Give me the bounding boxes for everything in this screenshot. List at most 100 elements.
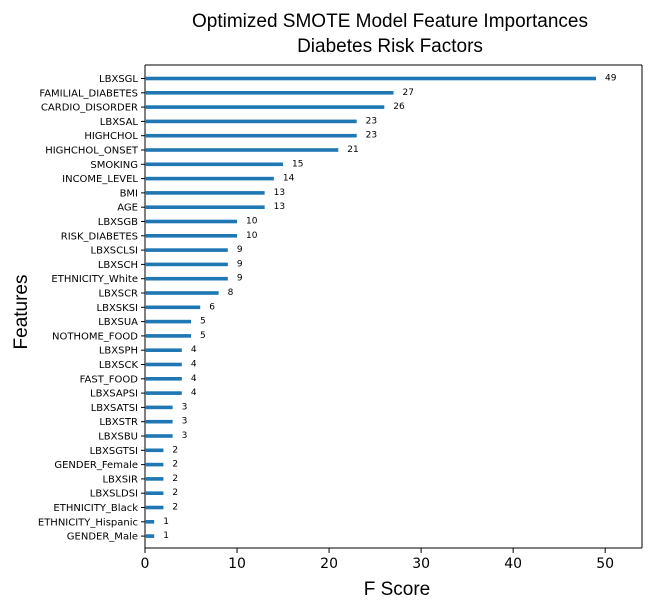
bar <box>145 491 164 495</box>
bar <box>145 319 192 324</box>
bar <box>145 377 182 381</box>
bar <box>145 76 596 81</box>
category-label: CARDIO_DISORDER <box>41 103 138 114</box>
category-label: LBXSIR <box>102 474 138 485</box>
value-label: 1 <box>163 517 169 527</box>
category-label: LBXSCH <box>98 260 138 271</box>
value-label: 4 <box>191 360 197 370</box>
x-tick-label: 20 <box>320 556 338 572</box>
category-label: LBXSPH <box>99 346 138 357</box>
value-label: 9 <box>237 259 243 269</box>
category-label: BMI <box>120 188 138 199</box>
value-label: 2 <box>172 503 178 513</box>
value-label: 14 <box>283 174 295 184</box>
category-label: FAMILIAL_DIABETES <box>39 88 138 99</box>
bar <box>145 334 192 338</box>
value-label: 2 <box>172 488 178 498</box>
x-tick-label: 40 <box>504 556 522 572</box>
category-label: LBXSAL <box>100 117 139 128</box>
category-label: ETHNICITY_White <box>51 274 138 285</box>
bar <box>145 291 219 295</box>
category-label: ETHNICITY_Black <box>53 503 138 514</box>
bar <box>145 119 357 124</box>
bar <box>145 219 238 224</box>
plot-area: 0 10 20 30 40 50 LBXSGL 4 9 FAMILIAL_DIABETES 27 CA… <box>38 64 643 572</box>
x-tick-label: 30 <box>412 556 430 572</box>
category-label: GENDER_Male <box>67 532 138 543</box>
value-label: 13 <box>274 202 285 212</box>
bar <box>145 462 164 467</box>
bar <box>145 362 182 367</box>
category-label: LBXSCR <box>98 289 138 300</box>
x-tick-label: 0 <box>141 556 150 572</box>
category-label: NOTHOME_FOOD <box>52 331 138 342</box>
bar <box>145 276 228 281</box>
value-label: 1 <box>163 531 169 541</box>
value-label: 5 <box>200 317 206 327</box>
y-axis-label: Features <box>11 275 32 350</box>
value-label: 2 <box>172 460 178 470</box>
bar <box>145 305 201 310</box>
category-label: LBXSTR <box>99 417 138 428</box>
value-label: 26 <box>393 102 405 112</box>
category-label: LBXSGTSI <box>90 446 138 457</box>
category-label: LBXSUA <box>98 317 138 328</box>
category-label: RISK_DIABETES <box>61 231 138 242</box>
bar <box>145 162 284 167</box>
category-label: AGE <box>117 203 138 214</box>
category-label: ETHNICITY_Hispanic <box>38 517 138 528</box>
value-label: 2 <box>172 445 178 455</box>
bar <box>145 477 164 481</box>
category-label: SMOKING <box>90 160 138 171</box>
bar <box>145 405 173 410</box>
bar <box>145 505 164 510</box>
bar <box>145 234 238 238</box>
value-label: 2 <box>172 474 178 484</box>
bar <box>145 191 265 195</box>
value-label: 4 <box>191 388 197 398</box>
chart-subtitle: Diabetes Risk Factors <box>297 36 483 57</box>
value-label: 27 <box>403 88 414 98</box>
bar <box>145 176 274 181</box>
bar <box>145 262 228 267</box>
value-label: 3 <box>182 402 188 412</box>
category-label: LBXSGB <box>98 217 138 228</box>
category-label: FAST_FOOD <box>80 374 139 385</box>
category-label: LBXSBU <box>98 432 138 443</box>
category-label: LBXSKSI <box>97 303 138 314</box>
bar <box>145 248 228 252</box>
x-tick-label: 50 <box>596 556 614 572</box>
category-label: GENDER_Female <box>54 460 138 471</box>
value-label: 10 <box>246 231 258 241</box>
value-label: 21 <box>347 145 358 155</box>
bar <box>145 434 173 438</box>
bar <box>145 91 394 95</box>
value-label: 5 <box>200 331 206 341</box>
category-label: LBXSCLSI <box>91 246 138 257</box>
value-label: 23 <box>366 131 377 141</box>
value-label: 9 <box>237 245 243 255</box>
value-label: 8 <box>228 288 234 298</box>
category-label: INCOME_LEVEL <box>62 174 138 185</box>
value-label: 23 <box>366 116 377 126</box>
value-label: 6 <box>209 302 215 312</box>
bar <box>145 148 339 152</box>
value-label: 15 <box>292 159 303 169</box>
category-label: LBXSGL <box>99 74 138 85</box>
bar <box>145 348 182 352</box>
value-label: 9 <box>237 274 243 284</box>
bar <box>145 133 357 138</box>
category-label: LBXSAPSI <box>90 389 138 400</box>
category-label: HIGHCHOL <box>84 131 138 142</box>
x-tick-label: 10 <box>228 556 246 572</box>
value-label: 4 <box>191 374 197 384</box>
x-axis-label: F Score <box>364 579 431 600</box>
value-label: 3 <box>182 431 188 441</box>
value-label: 13 <box>274 188 285 198</box>
value-label: 4 <box>191 345 197 355</box>
category-label: LBXSLDSI <box>90 489 138 500</box>
bar <box>145 105 385 109</box>
bar <box>145 448 164 453</box>
category-label: LBXSCK <box>99 360 139 371</box>
